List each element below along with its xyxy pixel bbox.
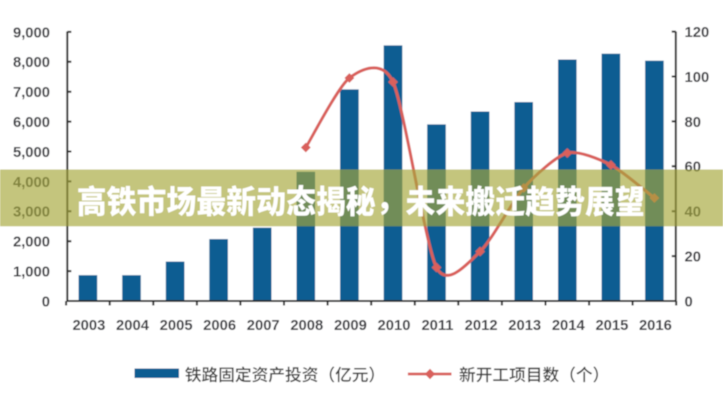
- svg-text:2011: 2011: [421, 318, 453, 334]
- svg-text:2004: 2004: [116, 318, 150, 334]
- svg-text:2007: 2007: [247, 318, 280, 334]
- svg-text:100: 100: [685, 70, 710, 86]
- svg-text:8,000: 8,000: [13, 55, 50, 71]
- svg-text:2006: 2006: [203, 318, 236, 334]
- svg-text:7,000: 7,000: [13, 85, 50, 101]
- svg-text:2008: 2008: [290, 318, 323, 334]
- svg-text:2015: 2015: [595, 318, 628, 334]
- svg-text:1,000: 1,000: [13, 265, 50, 281]
- svg-text:2014: 2014: [552, 318, 586, 334]
- svg-text:80: 80: [685, 115, 701, 131]
- svg-text:20: 20: [685, 250, 701, 266]
- svg-text:9,000: 9,000: [13, 25, 50, 41]
- svg-text:0: 0: [685, 294, 693, 310]
- svg-text:2009: 2009: [334, 318, 367, 334]
- svg-text:6,000: 6,000: [13, 115, 50, 131]
- svg-text:2012: 2012: [465, 318, 498, 334]
- svg-text:2,000: 2,000: [13, 235, 50, 251]
- svg-text:0: 0: [42, 294, 50, 310]
- svg-text:2005: 2005: [160, 318, 193, 334]
- svg-text:120: 120: [685, 25, 710, 41]
- svg-text:2003: 2003: [72, 318, 105, 334]
- svg-text:2013: 2013: [508, 318, 541, 334]
- svg-text:2016: 2016: [639, 318, 672, 334]
- svg-text:2010: 2010: [378, 318, 411, 334]
- svg-text:5,000: 5,000: [13, 145, 50, 161]
